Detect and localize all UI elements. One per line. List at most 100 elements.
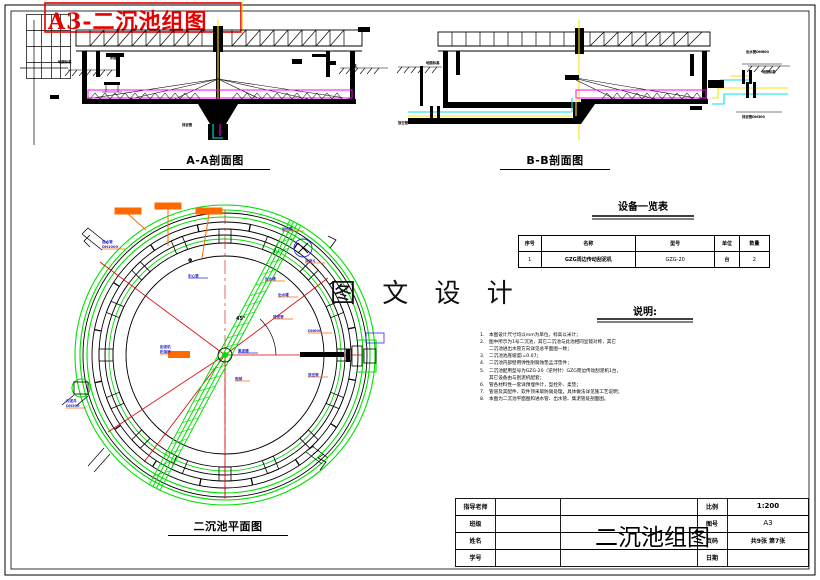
svg-text:排泥管: 排泥管 — [273, 314, 284, 319]
annotation-sludge-well: 污泥井 DN300 — [66, 398, 86, 409]
note-number: 7. — [480, 389, 485, 395]
equipment-table: 序号 名称 型号 单位 数量 1 GZG周边传动刮泥机 GZG-20 台 2 — [518, 235, 771, 268]
section-bb-drawing — [396, 20, 790, 140]
drawing-name: 二沉池组图 — [595, 525, 710, 551]
notes-list: 1. 本图设计尺寸均以mm为单位，标高以米计； 2. 图中所示为1号二沉池，其它二沉池… — [480, 332, 800, 403]
note-number: 2. — [480, 340, 485, 346]
title-block-label-1: 班级 — [469, 521, 482, 528]
title-block-right-value-1[interactable]: A3 — [763, 519, 773, 527]
title-block-right-label-2: 页码 — [705, 538, 718, 545]
title-block-label-0: 指导老师 — [463, 504, 488, 511]
svg-text:放空管: 放空管 — [307, 372, 319, 377]
title-block-right: 比例 1:200 图号 A3 页码 共9张 第7张日期 — [697, 498, 810, 568]
col-header-model: 型号 — [635, 235, 716, 252]
col-header-index: 序号 — [518, 235, 542, 252]
cell-qty: 2 — [738, 251, 771, 268]
table-row: 1 GZG周边传动刮泥机 GZG-20 台 2 — [518, 251, 771, 268]
title-block-right-label-1: 图号 — [705, 521, 718, 528]
title-block-right-label-0: 比例 — [705, 504, 718, 511]
page-title-box — [44, 2, 242, 33]
cell-unit: 台 — [714, 251, 740, 268]
annotation-scum-box: 浮渣斗 — [305, 258, 325, 264]
page-title: A3-二沉池组图 — [48, 9, 208, 35]
title-block-right-label-3: 日期 — [705, 555, 718, 562]
title-block-label-3: 学号 — [469, 555, 482, 562]
title-block-label-2: 姓名 — [469, 538, 482, 545]
note-item: 其它设备由与刮泥机配套； — [480, 375, 800, 382]
note-text: 本图设计尺寸均以mm为单位，标高以米计； — [489, 333, 581, 338]
annotation-weir-plate: 出水堰 — [278, 292, 298, 298]
svg-text:出水堰: 出水堰 — [278, 292, 289, 297]
note-item: 4. 二沉池内部壁用弹性耐腐蚀垫盂浮垫件； — [480, 360, 800, 367]
note-number: 5. — [480, 368, 485, 374]
title-divider — [241, 2, 243, 34]
aa-right-level-label: 标高 — [349, 63, 357, 68]
annotation-dn600: DN600 — [308, 329, 332, 334]
annotation-access-ladder: 爬梯 — [234, 376, 250, 382]
svg-text:中心管: 中心管 — [188, 273, 199, 278]
svg-text:DN600: DN600 — [308, 329, 322, 333]
title-block-left: 指导老师班级姓名学号 — [455, 498, 561, 568]
svg-text:出水管: 出水管 — [282, 226, 293, 231]
annotation-bridge-truss: 刮泥机 桁架桥 — [160, 344, 182, 355]
annotation-sludge-pipe: 排泥管 — [273, 314, 293, 320]
section-bb-annotations: 地面标高 放空管 出水管DN600 地面标高 排泥管DN300 — [397, 49, 776, 125]
aa-sludge-out-label: 排泥管 — [182, 122, 193, 127]
bb-left-level-label: 地面标高 — [426, 60, 440, 65]
col-header-qty: 数量 — [738, 235, 771, 252]
equipment-title-underline — [592, 215, 694, 220]
note-number: 6. — [480, 382, 485, 388]
plan-view-annotations: 进水管 DN1000 出水管 浮渣斗 出水堰 中心管 排泥管 出水槽 — [66, 226, 332, 409]
col-header-unit: 单位 — [714, 235, 740, 252]
note-item: 二沉池进出水管方向详见总平面图一致； — [480, 346, 800, 353]
annotation-outlet-ring: 出水槽 — [265, 276, 285, 282]
title-block-right-value-2[interactable]: 共9张 第7张 — [750, 538, 786, 545]
note-text: 图中所示为1号二沉池，其它二沉池与此池相同呈镜对称，其它 — [489, 340, 616, 346]
svg-text:DN1000: DN1000 — [102, 245, 118, 249]
aa-ground-level-label: 地面标高 — [58, 59, 72, 64]
svg-text:浮渣斗: 浮渣斗 — [305, 258, 316, 263]
section-bb-caption: B-B剖面图 — [500, 152, 610, 170]
svg-text:桁架桥: 桁架桥 — [160, 349, 171, 354]
note-item: 3. 二沉池池底坡度i=0.07； — [480, 353, 800, 360]
note-item: 7. 管道及其配件、软件顶采取防腐处理，具体做法详见施工艺说明； — [480, 389, 800, 396]
section-aa-drawing — [20, 20, 388, 145]
note-item: 2. 图中所示为1号二沉池，其它二沉池与此池相同呈镜对称，其它 — [480, 339, 800, 346]
svg-text:DN300: DN300 — [66, 404, 80, 408]
col-header-name: 名称 — [540, 235, 637, 252]
svg-text:进水管: 进水管 — [102, 239, 113, 244]
annotation-center-well: 中心管 — [188, 273, 208, 279]
bb-drain-label: 放空管 — [397, 120, 409, 125]
bb-ground-right-label: 地面标高 — [762, 69, 776, 74]
note-number: 3. — [480, 354, 485, 360]
aa-water-level-label: 水面 — [109, 55, 117, 60]
plan-view-caption: 二沉池平面图 — [168, 518, 288, 536]
diameter-mark: Φ — [188, 258, 192, 264]
cell-index: 1 — [518, 251, 542, 268]
bb-sludge-right-label: 排泥管DN300 — [742, 114, 766, 119]
bb-outlet-label: 出水管DN600 — [746, 49, 770, 54]
equipment-table-title: 设备一览表 — [618, 202, 668, 213]
svg-text:集泥槽: 集泥槽 — [237, 348, 249, 353]
note-text: 其它设备由与刮泥机配套； — [489, 375, 545, 381]
title-block-frame — [455, 498, 809, 567]
note-text: 二沉池池底坡度i=0.07； — [489, 354, 542, 360]
notes-title-underline — [597, 318, 693, 323]
equipment-table-header-row: 序号 名称 型号 单位 数量 — [518, 235, 771, 252]
note-text: 二沉池进出水管方向详见总平面图一致； — [489, 347, 572, 353]
watermark: 图 文 设 计 — [330, 279, 522, 309]
notes-title: 说明: — [633, 307, 657, 318]
note-item: 6. 管各材料性一套详预埋件计，型栓外、柔垫； — [480, 382, 800, 389]
note-number: 8. — [480, 396, 485, 402]
note-text: 二沉池内部壁用弹性耐腐蚀垫盂浮垫件； — [489, 361, 572, 367]
section-aa-caption: A-A剖面图 — [160, 152, 270, 170]
note-text: 本图为二沉池平面图和进水管、出水管、集泥管处剖面图。 — [489, 396, 609, 402]
title-block-right-value-0[interactable]: 1:200 — [756, 502, 780, 510]
svg-text:出水槽: 出水槽 — [265, 276, 276, 281]
svg-text:刮泥机: 刮泥机 — [160, 344, 171, 349]
cell-model: GZG-20 — [635, 251, 716, 268]
annotation-mud-hopper: 集泥槽 — [237, 348, 258, 354]
cell-name: GZG周边传动刮泥机 — [540, 251, 637, 268]
